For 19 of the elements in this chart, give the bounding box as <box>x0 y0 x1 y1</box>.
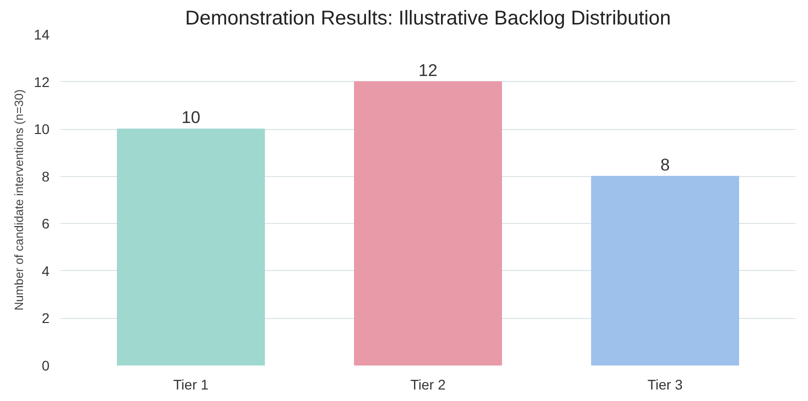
y-tick-label: 6 <box>42 216 50 232</box>
bar <box>116 128 265 366</box>
data-label: 12 <box>418 60 438 80</box>
y-tick-label: 0 <box>42 358 50 374</box>
x-tick-label: Tier 3 <box>647 376 683 392</box>
y-tick-label: 12 <box>34 74 50 90</box>
data-label: 10 <box>181 108 200 128</box>
y-tick-label: 2 <box>42 310 50 326</box>
data-label: 8 <box>660 155 670 174</box>
y-tick-label: 8 <box>42 168 50 184</box>
chart-title: Demonstration Results: Illustrative Backlog Distribution <box>185 8 671 30</box>
x-tick-label: Tier 1 <box>173 376 209 392</box>
bar <box>591 176 740 366</box>
y-tick-label: 4 <box>42 262 50 279</box>
x-tick-label: Tier 2 <box>410 376 446 392</box>
y-tick-label: 10 <box>34 121 50 138</box>
y-axis-title: Number of candidate interventions (n=30) <box>12 89 26 311</box>
bar <box>354 81 502 366</box>
y-tick-label: 14 <box>34 26 50 42</box>
